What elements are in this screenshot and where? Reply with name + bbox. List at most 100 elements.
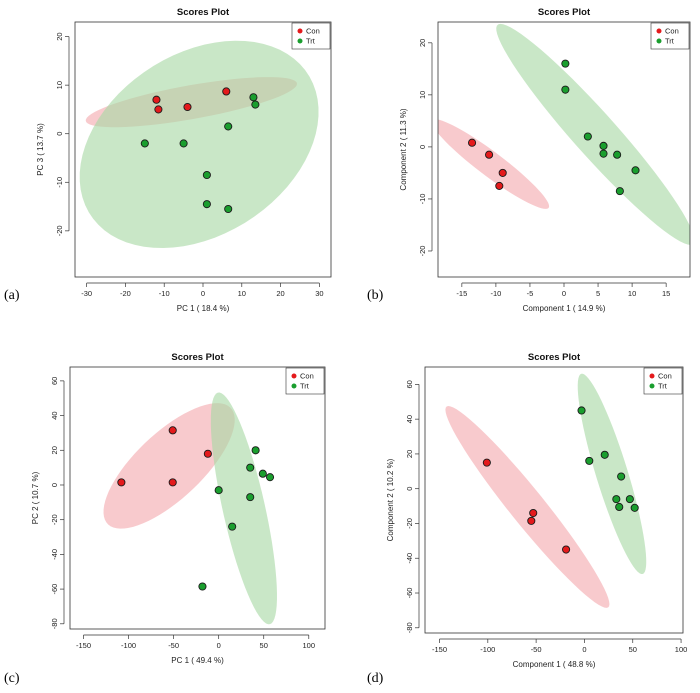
x-tick-label: -10 (490, 289, 501, 298)
y-tick-label: 10 (418, 91, 427, 99)
legend-label-con: Con (306, 27, 320, 36)
y-tick-label: -20 (55, 225, 64, 236)
y-axis: -80 -60 -40 -20 0 20 40 60 Component 2 ( 10.2 %) (386, 380, 420, 633)
y-tick-label: -10 (55, 177, 64, 188)
point-trt (600, 450, 609, 459)
point-trt (599, 141, 608, 150)
confidence-ellipses (79, 40, 319, 249)
x-tick-label: 15 (662, 289, 670, 298)
x-tick-label: 100 (303, 641, 316, 650)
y-tick-label: -80 (405, 622, 414, 633)
y-tick-label: -20 (50, 514, 59, 525)
chart-title: Scores Plot (538, 7, 591, 18)
y-axis-label: PC 2 ( 10.7 %) (31, 471, 40, 524)
legend-marker-trt (649, 383, 655, 389)
x-tick-label: 30 (315, 289, 323, 298)
point-trt (631, 166, 640, 175)
point-trt (617, 472, 626, 481)
legend-label-trt: Trt (658, 382, 668, 391)
x-axis-label: PC 1 ( 49.4 %) (171, 656, 224, 665)
plot-frame (69, 366, 326, 630)
series-con (482, 458, 571, 554)
series-trt (577, 406, 639, 512)
x-tick-label: 0 (217, 641, 221, 650)
y-tick-label: 20 (418, 39, 427, 47)
x-tick-label: 10 (238, 289, 246, 298)
y-axis-label: Component 2 ( 11.3 %) (399, 108, 408, 190)
point-trt (224, 204, 233, 214)
point-trt (202, 200, 211, 209)
legend-label-trt: Trt (665, 37, 675, 46)
panel-letter: (a) (4, 288, 20, 303)
panel-letter: (d) (367, 671, 384, 686)
x-tick-label: -50 (168, 641, 179, 650)
point-trt (246, 493, 255, 502)
legend-marker-con (291, 373, 297, 379)
point-trt (214, 486, 223, 495)
point-con (152, 95, 161, 104)
y-tick-label: -20 (405, 518, 414, 529)
y-tick-label: 0 (405, 487, 414, 491)
point-trt (265, 473, 275, 482)
legend-box (285, 367, 325, 395)
point-trt (630, 503, 639, 512)
y-tick-label: 0 (50, 483, 59, 487)
point-trt (228, 522, 237, 531)
y-tick-label: 60 (50, 377, 59, 385)
legend-marker-trt (297, 38, 303, 44)
y-axis: -20 -10 0 10 20 PC 3 ( 13.7 %) (36, 32, 70, 236)
x-axis-label: Component 1 ( 14.9 %) (523, 304, 606, 313)
point-trt (258, 469, 267, 478)
x-tick-label: 0 (582, 645, 586, 654)
legend-marker-trt (656, 38, 662, 44)
x-axis: -30 -20 -10 0 10 20 30 PC 1 ( 18.4 %) (81, 282, 324, 313)
y-axis: -20 -10 0 10 20 Component 2 ( 11.3 %) (399, 39, 433, 257)
scores-plot-c: Scores Plot -150 -100 -50 0 50 100 PC 1 ( 49.4 … (4, 352, 326, 686)
y-tick-label: -60 (50, 584, 59, 595)
y-tick-label: -80 (50, 618, 59, 629)
legend-marker-con (297, 28, 303, 34)
confidence-ellipses (103, 392, 277, 625)
legend-label-con: Con (300, 372, 314, 381)
legend-marker-con (649, 373, 655, 379)
x-tick-label: -10 (159, 289, 170, 298)
point-trt (561, 85, 570, 94)
x-tick-label: -15 (456, 289, 467, 298)
point-trt (561, 59, 570, 68)
point-con (485, 150, 494, 159)
y-tick-label: 60 (405, 380, 414, 388)
ellipse-con (445, 406, 610, 608)
x-axis: -150 -100 -50 0 50 100 Component 1 ( 48.8 %) (432, 638, 687, 669)
series-con (468, 138, 507, 190)
point-trt (583, 132, 592, 141)
point-trt (249, 93, 258, 102)
x-tick-label: -50 (531, 645, 542, 654)
confidence-ellipses (438, 23, 690, 245)
x-tick-label: -150 (432, 645, 447, 654)
series-trt (140, 93, 260, 214)
y-tick-label: 0 (55, 132, 64, 136)
y-tick-label: 20 (50, 446, 59, 454)
scores-plot-b: Scores Plot -15 -10 -5 0 5 10 15 Component 1 ( 1… (367, 7, 691, 313)
y-tick-label: -20 (418, 246, 427, 257)
scores-plot-a: Scores Plot -30 -20 -10 0 10 20 30 PC 1 ( 18.4 %… (4, 7, 332, 313)
confidence-ellipses (445, 373, 647, 608)
x-tick-label: -100 (480, 645, 495, 654)
y-tick-label: 0 (418, 145, 427, 149)
point-con (222, 87, 231, 96)
x-axis: -15 -10 -5 0 5 10 15 Component 1 ( 14.9 %) (456, 282, 670, 313)
x-tick-label: 0 (562, 289, 566, 298)
x-tick-label: -20 (120, 289, 131, 298)
legend-box (291, 22, 331, 50)
x-tick-label: 20 (276, 289, 284, 298)
point-trt (140, 139, 149, 148)
panel-letter: (b) (367, 288, 384, 303)
y-axis-label: Component 2 ( 10.2 %) (386, 458, 395, 541)
point-trt (615, 502, 624, 512)
x-tick-label: 50 (260, 641, 268, 650)
legend-label-con: Con (665, 27, 679, 36)
